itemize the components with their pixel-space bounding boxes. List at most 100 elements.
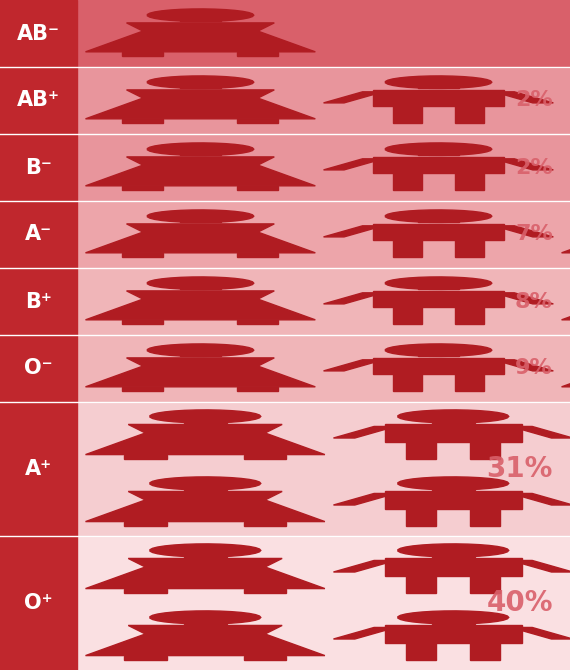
Text: A⁺: A⁺ bbox=[25, 459, 52, 479]
Text: B⁺: B⁺ bbox=[25, 291, 52, 312]
Polygon shape bbox=[393, 107, 422, 123]
Polygon shape bbox=[244, 454, 287, 458]
Polygon shape bbox=[398, 477, 508, 490]
Polygon shape bbox=[324, 226, 383, 237]
Polygon shape bbox=[86, 232, 315, 253]
Text: 1%: 1% bbox=[515, 23, 553, 44]
Polygon shape bbox=[180, 151, 221, 155]
Polygon shape bbox=[470, 509, 500, 526]
Polygon shape bbox=[494, 226, 553, 237]
Polygon shape bbox=[124, 655, 166, 659]
Polygon shape bbox=[418, 354, 459, 356]
Polygon shape bbox=[398, 544, 508, 557]
Polygon shape bbox=[385, 277, 492, 289]
Polygon shape bbox=[86, 366, 315, 387]
Polygon shape bbox=[123, 253, 164, 257]
Polygon shape bbox=[86, 165, 315, 186]
Polygon shape bbox=[561, 232, 570, 253]
Polygon shape bbox=[150, 611, 261, 624]
Polygon shape bbox=[150, 477, 261, 490]
Polygon shape bbox=[406, 576, 436, 593]
Polygon shape bbox=[418, 287, 459, 289]
Polygon shape bbox=[333, 560, 396, 572]
Bar bbox=[77, 268, 570, 335]
Bar bbox=[77, 201, 570, 268]
Polygon shape bbox=[385, 425, 522, 442]
Polygon shape bbox=[333, 427, 396, 438]
Polygon shape bbox=[511, 627, 570, 639]
Polygon shape bbox=[385, 344, 492, 356]
Polygon shape bbox=[432, 487, 474, 490]
Polygon shape bbox=[237, 387, 278, 391]
Text: AB⁻: AB⁻ bbox=[17, 23, 60, 44]
Polygon shape bbox=[123, 119, 164, 123]
Polygon shape bbox=[418, 220, 459, 222]
Polygon shape bbox=[244, 655, 287, 659]
Polygon shape bbox=[237, 119, 278, 123]
Polygon shape bbox=[86, 299, 315, 320]
Polygon shape bbox=[127, 157, 274, 165]
Text: AB⁺: AB⁺ bbox=[17, 90, 60, 111]
Polygon shape bbox=[124, 589, 166, 593]
Polygon shape bbox=[86, 500, 325, 521]
Polygon shape bbox=[432, 554, 474, 557]
Polygon shape bbox=[150, 410, 261, 423]
Polygon shape bbox=[180, 84, 221, 88]
Text: 40%: 40% bbox=[486, 589, 553, 617]
Polygon shape bbox=[455, 308, 483, 324]
Polygon shape bbox=[385, 626, 522, 643]
Polygon shape bbox=[455, 375, 483, 391]
Polygon shape bbox=[180, 218, 221, 222]
Polygon shape bbox=[184, 419, 227, 423]
Polygon shape bbox=[123, 186, 164, 190]
Polygon shape bbox=[511, 493, 570, 505]
Text: O⁺: O⁺ bbox=[24, 593, 53, 613]
Polygon shape bbox=[406, 509, 436, 526]
Polygon shape bbox=[393, 174, 422, 190]
Polygon shape bbox=[324, 360, 383, 371]
Bar bbox=[77, 0, 570, 67]
Polygon shape bbox=[148, 9, 254, 21]
Polygon shape bbox=[455, 174, 483, 190]
Polygon shape bbox=[418, 153, 459, 155]
Polygon shape bbox=[237, 186, 278, 190]
Polygon shape bbox=[494, 92, 553, 103]
Polygon shape bbox=[333, 627, 396, 639]
Polygon shape bbox=[373, 90, 504, 107]
Text: 2%: 2% bbox=[515, 157, 553, 178]
Polygon shape bbox=[127, 90, 274, 98]
Polygon shape bbox=[86, 634, 325, 655]
Polygon shape bbox=[432, 621, 474, 624]
Polygon shape bbox=[184, 553, 227, 557]
Bar bbox=[77, 335, 570, 402]
Text: O⁻: O⁻ bbox=[24, 358, 53, 379]
Polygon shape bbox=[324, 159, 383, 170]
Polygon shape bbox=[470, 643, 500, 660]
Polygon shape bbox=[180, 285, 221, 289]
Polygon shape bbox=[180, 17, 221, 21]
Text: A⁻: A⁻ bbox=[25, 224, 52, 245]
Polygon shape bbox=[127, 23, 274, 31]
Polygon shape bbox=[455, 107, 483, 123]
Polygon shape bbox=[148, 277, 254, 289]
Polygon shape bbox=[148, 143, 254, 155]
Polygon shape bbox=[123, 320, 164, 324]
Polygon shape bbox=[148, 344, 254, 356]
Polygon shape bbox=[511, 427, 570, 438]
Polygon shape bbox=[385, 76, 492, 88]
Polygon shape bbox=[148, 76, 254, 88]
Polygon shape bbox=[561, 366, 570, 387]
Polygon shape bbox=[184, 486, 227, 490]
Polygon shape bbox=[324, 293, 383, 304]
Polygon shape bbox=[127, 224, 274, 232]
Polygon shape bbox=[393, 375, 422, 391]
Polygon shape bbox=[333, 493, 396, 505]
Polygon shape bbox=[128, 626, 282, 634]
Polygon shape bbox=[127, 291, 274, 299]
Polygon shape bbox=[455, 241, 483, 257]
Polygon shape bbox=[124, 521, 166, 525]
Bar bbox=[77, 536, 570, 670]
Polygon shape bbox=[494, 159, 553, 170]
Text: B⁻: B⁻ bbox=[25, 157, 52, 178]
Polygon shape bbox=[244, 521, 287, 525]
